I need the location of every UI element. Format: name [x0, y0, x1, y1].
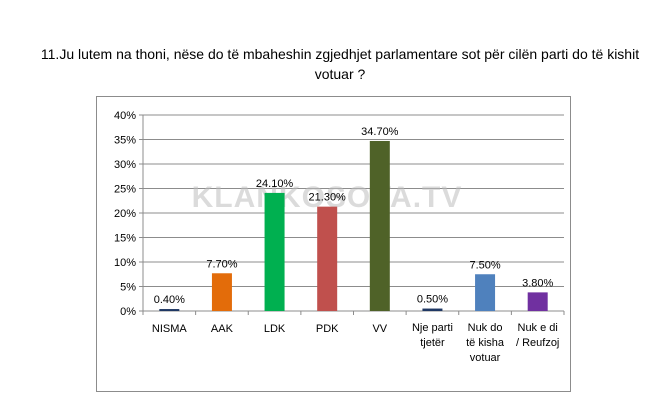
bar [422, 308, 443, 311]
data-label: 24.10% [256, 178, 294, 190]
x-category-label: të kisha [466, 337, 505, 349]
x-category-label: Nuk do [468, 322, 503, 334]
bar [211, 273, 232, 311]
y-tick-label: 35% [114, 135, 136, 147]
bar [527, 292, 548, 311]
data-label: 3.80% [522, 277, 553, 289]
y-tick-label: 10% [114, 257, 136, 269]
x-category-label: PDK [316, 323, 339, 335]
x-category-label: / Reufzoj [516, 337, 559, 349]
bar [159, 309, 180, 311]
chart-frame [96, 96, 571, 392]
data-label: 0.50% [417, 294, 448, 306]
question-line-1: 11.Ju lutem na thoni, nëse do të mbahesh… [40, 46, 640, 62]
x-axis-labels: NISMA AAK LDK PDK VV Nje parti tjetër Nuk do të … [152, 322, 560, 364]
x-category-label: votuar [470, 352, 501, 364]
y-tick-label: 5% [120, 282, 136, 294]
bar [369, 140, 390, 311]
data-label: 7.70% [206, 258, 237, 270]
data-label: 7.50% [469, 259, 500, 271]
x-category-label: LDK [264, 323, 286, 335]
data-labels: 0.40% 7.70% 24.10% 21.30% 34.70% 0.50% 7.50% 3.… [154, 126, 554, 306]
x-category-label: AAK [211, 323, 234, 335]
y-tick-label: 0% [120, 306, 136, 318]
data-label: 21.30% [309, 192, 347, 204]
y-tick-label: 15% [114, 233, 136, 245]
y-tick-label: 30% [114, 159, 136, 171]
y-axis-ticks: 0% 5% 10% 15% 20% 25% 30% 35% 40% [114, 110, 136, 318]
y-tick-label: 25% [114, 184, 136, 196]
data-label: 34.70% [361, 126, 399, 138]
bar [475, 274, 496, 311]
x-category-label: Nje parti [412, 322, 453, 334]
y-tick-label: 20% [114, 208, 136, 220]
x-category-label: NISMA [152, 323, 188, 335]
bars [159, 140, 548, 311]
y-tick-label: 40% [114, 110, 136, 122]
data-label: 0.40% [154, 294, 185, 306]
question-line-2: votuar ? [314, 66, 366, 82]
x-category-label: tjetër [420, 337, 445, 349]
gridlines [139, 114, 565, 315]
bar [317, 206, 338, 311]
bar [264, 192, 285, 311]
x-category-label: VV [372, 323, 387, 335]
question-text: 11.Ju lutem na thoni, nëse do të mbahesh… [40, 44, 640, 84]
x-category-label: Nuk e di [518, 322, 558, 334]
